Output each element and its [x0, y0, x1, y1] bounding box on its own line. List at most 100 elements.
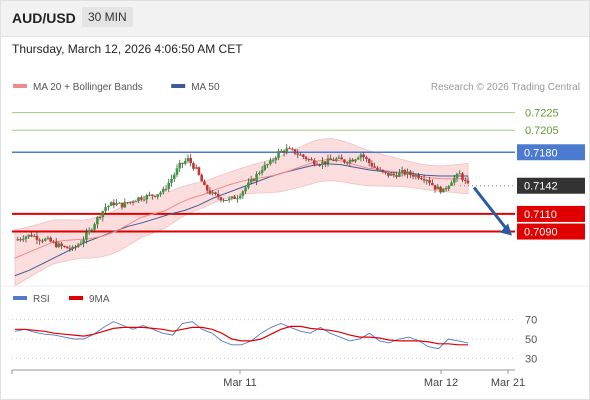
- candle-up: [57, 243, 61, 247]
- candle-down: [98, 217, 102, 219]
- candle-up: [123, 202, 127, 208]
- candle-down: [41, 240, 44, 242]
- candle-up: [255, 173, 258, 181]
- candle-up: [96, 217, 99, 225]
- candle-down: [343, 159, 346, 163]
- candle-up: [244, 187, 247, 192]
- candle-down: [35, 235, 39, 240]
- candle-up: [356, 157, 360, 160]
- candle-up: [452, 178, 456, 183]
- candle-down: [219, 197, 223, 201]
- candle-down: [203, 181, 206, 186]
- candle-down: [392, 173, 396, 176]
- candle-down: [310, 159, 313, 161]
- level-label-support: 0.7090: [524, 227, 558, 239]
- candle-down: [299, 154, 302, 156]
- candle-up: [285, 148, 289, 153]
- candle-down: [362, 154, 365, 158]
- candle-down: [323, 161, 327, 164]
- legend-label: MA 50: [191, 82, 220, 93]
- candle-up: [280, 150, 283, 152]
- legend-label: MA 20 + Bollinger Bands: [33, 82, 143, 93]
- candle-up: [186, 157, 190, 162]
- candle-up: [211, 192, 214, 194]
- level-label-target: 0.7225: [525, 108, 559, 120]
- candle-down: [60, 243, 63, 246]
- candle-down: [411, 174, 415, 177]
- candle-down: [318, 164, 322, 166]
- candle-down: [312, 160, 316, 165]
- candle-down: [252, 179, 256, 181]
- candle-up: [21, 239, 25, 241]
- rsi-tick-label: 70: [525, 315, 537, 327]
- candle-down: [214, 192, 217, 194]
- candle-up: [447, 185, 451, 189]
- candle-up: [354, 159, 357, 162]
- candle-up: [227, 198, 231, 201]
- candle-up: [359, 154, 363, 158]
- level-tag-resistance: [517, 144, 585, 161]
- candle-down: [181, 162, 184, 164]
- candle-up: [378, 169, 382, 171]
- candle-up: [247, 182, 250, 188]
- candle-up: [321, 161, 324, 166]
- candle-down: [370, 163, 374, 167]
- forecast-arrow-shaft: [472, 186, 509, 231]
- candle-down: [431, 183, 434, 186]
- candle-down: [332, 160, 335, 162]
- candle-down: [351, 159, 354, 162]
- x-tick-label: Mar 21: [491, 377, 525, 389]
- rsi-tick-label: 30: [525, 353, 537, 365]
- chart-timestamp: Thursday, March 12, 2026 4:06:50 AM CET: [12, 42, 243, 56]
- credit-text: Research © 2026 Trading Central: [431, 82, 580, 93]
- candle-up: [266, 164, 269, 166]
- candle-down: [153, 195, 157, 197]
- candle-up: [230, 196, 234, 199]
- timeframe-button[interactable]: 30 MIN: [82, 7, 133, 27]
- candle-down: [384, 171, 387, 173]
- rsi-line: [14, 321, 469, 350]
- candle-up: [76, 244, 80, 247]
- candle-down: [315, 164, 319, 166]
- candle-up: [107, 205, 110, 208]
- candle-up: [277, 150, 280, 158]
- legend-swatch: [171, 84, 186, 88]
- candle-down: [49, 237, 52, 242]
- candle-up: [175, 168, 179, 175]
- level-label-resistance: 0.7180: [524, 147, 558, 159]
- candle-up: [170, 178, 173, 183]
- x-tick-label: Mar 11: [223, 377, 256, 389]
- candle-down: [290, 148, 294, 150]
- candle-up: [145, 195, 149, 200]
- candle-up: [414, 174, 418, 177]
- candle-down: [373, 166, 376, 168]
- candle-up: [148, 194, 151, 196]
- candle-up: [400, 170, 404, 173]
- candle-up: [104, 207, 107, 212]
- ma50-line: [14, 163, 468, 277]
- candle-down: [417, 174, 420, 179]
- candle-down: [38, 239, 42, 241]
- candle-up: [32, 235, 36, 237]
- candle-down: [428, 180, 431, 184]
- candle-down: [340, 157, 344, 160]
- level-label-target: 0.7205: [525, 125, 559, 137]
- candle-up: [389, 173, 393, 176]
- candle-down: [126, 202, 129, 204]
- candle-up: [82, 239, 85, 244]
- candle-up: [24, 236, 28, 240]
- candle-down: [139, 197, 143, 200]
- bollinger-band: [14, 138, 469, 287]
- candle-up: [258, 172, 261, 174]
- candle-up: [326, 158, 330, 164]
- candle-up: [90, 229, 94, 231]
- candle-up: [260, 169, 264, 173]
- rsi-9ma-line: [15, 325, 468, 346]
- candle-down: [205, 185, 209, 191]
- candle-up: [425, 180, 429, 182]
- candle-down: [387, 172, 390, 176]
- candle-down: [150, 194, 154, 196]
- level-label-support: 0.7110: [524, 209, 557, 221]
- candle-down: [296, 153, 300, 155]
